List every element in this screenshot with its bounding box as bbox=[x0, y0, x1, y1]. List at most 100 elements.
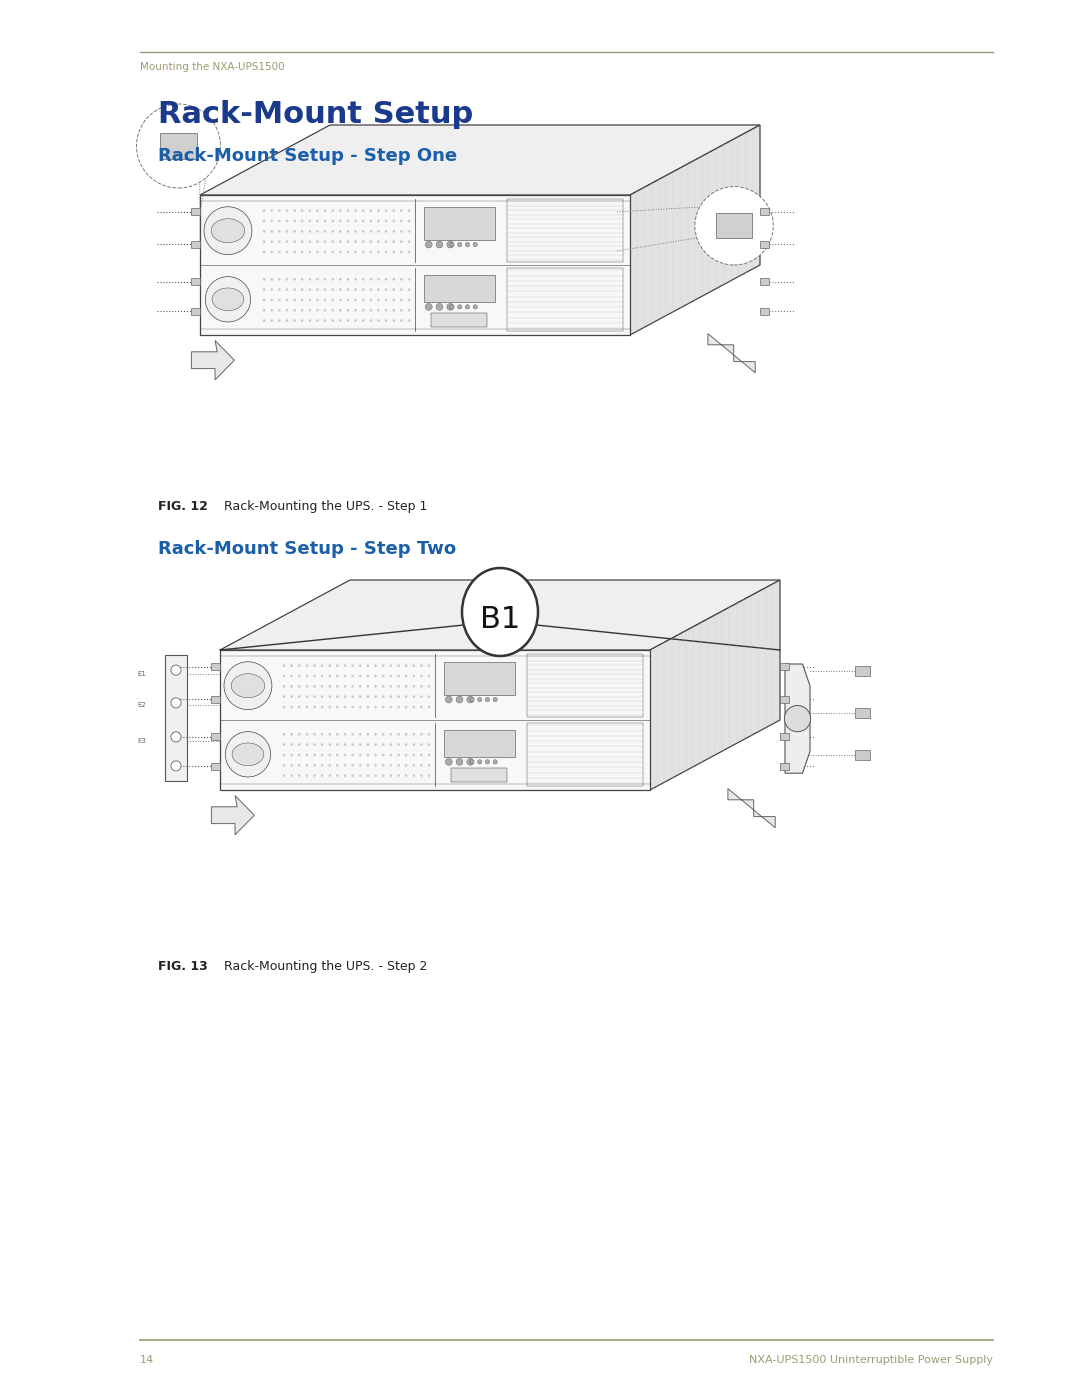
Circle shape bbox=[332, 219, 334, 222]
Circle shape bbox=[293, 309, 296, 312]
Circle shape bbox=[283, 665, 285, 666]
Circle shape bbox=[347, 288, 349, 291]
Circle shape bbox=[347, 231, 349, 233]
Circle shape bbox=[343, 696, 347, 698]
Circle shape bbox=[420, 743, 422, 746]
Circle shape bbox=[359, 665, 362, 666]
Circle shape bbox=[473, 243, 477, 247]
Circle shape bbox=[339, 299, 341, 302]
Polygon shape bbox=[191, 341, 234, 380]
Circle shape bbox=[313, 764, 316, 767]
Circle shape bbox=[369, 219, 373, 222]
Circle shape bbox=[336, 665, 339, 666]
Polygon shape bbox=[200, 124, 760, 196]
Circle shape bbox=[366, 753, 369, 756]
Circle shape bbox=[369, 309, 373, 312]
Circle shape bbox=[390, 665, 392, 666]
Circle shape bbox=[397, 743, 400, 746]
Circle shape bbox=[332, 231, 334, 233]
Circle shape bbox=[428, 705, 431, 708]
Circle shape bbox=[262, 231, 266, 233]
Circle shape bbox=[321, 675, 324, 678]
Circle shape bbox=[382, 774, 384, 777]
Circle shape bbox=[283, 774, 285, 777]
Circle shape bbox=[390, 743, 392, 746]
Circle shape bbox=[420, 705, 422, 708]
Circle shape bbox=[413, 733, 415, 736]
Circle shape bbox=[301, 288, 303, 291]
Polygon shape bbox=[855, 750, 870, 760]
Circle shape bbox=[392, 278, 395, 281]
Circle shape bbox=[336, 733, 339, 736]
Circle shape bbox=[384, 240, 388, 243]
Circle shape bbox=[392, 299, 395, 302]
Circle shape bbox=[316, 219, 319, 222]
Circle shape bbox=[362, 210, 365, 212]
Polygon shape bbox=[760, 208, 769, 215]
Circle shape bbox=[485, 760, 489, 764]
Circle shape bbox=[390, 705, 392, 708]
Circle shape bbox=[262, 278, 266, 281]
Circle shape bbox=[405, 743, 407, 746]
Circle shape bbox=[262, 240, 266, 243]
Circle shape bbox=[301, 231, 303, 233]
Circle shape bbox=[324, 250, 326, 253]
Circle shape bbox=[332, 278, 334, 281]
Circle shape bbox=[278, 299, 281, 302]
Circle shape bbox=[306, 774, 308, 777]
Circle shape bbox=[413, 753, 415, 756]
Circle shape bbox=[397, 764, 400, 767]
Circle shape bbox=[377, 309, 380, 312]
Circle shape bbox=[301, 309, 303, 312]
Circle shape bbox=[375, 753, 377, 756]
Circle shape bbox=[306, 764, 308, 767]
Circle shape bbox=[339, 219, 341, 222]
Circle shape bbox=[306, 685, 308, 687]
Circle shape bbox=[343, 665, 347, 666]
Circle shape bbox=[362, 250, 365, 253]
Circle shape bbox=[397, 705, 400, 708]
Circle shape bbox=[332, 299, 334, 302]
Circle shape bbox=[420, 665, 422, 666]
Circle shape bbox=[369, 288, 373, 291]
Circle shape bbox=[784, 705, 811, 732]
Circle shape bbox=[321, 753, 324, 756]
Circle shape bbox=[413, 764, 415, 767]
Circle shape bbox=[351, 665, 354, 666]
Circle shape bbox=[351, 774, 354, 777]
Circle shape bbox=[313, 753, 316, 756]
Circle shape bbox=[285, 309, 288, 312]
Circle shape bbox=[270, 210, 273, 212]
Circle shape bbox=[375, 743, 377, 746]
Circle shape bbox=[390, 774, 392, 777]
Circle shape bbox=[369, 210, 373, 212]
Circle shape bbox=[343, 705, 347, 708]
Circle shape bbox=[359, 764, 362, 767]
Circle shape bbox=[384, 219, 388, 222]
Circle shape bbox=[359, 743, 362, 746]
Circle shape bbox=[351, 705, 354, 708]
Circle shape bbox=[306, 753, 308, 756]
Circle shape bbox=[428, 743, 431, 746]
Circle shape bbox=[359, 696, 362, 698]
Circle shape bbox=[316, 309, 319, 312]
Circle shape bbox=[321, 685, 324, 687]
Polygon shape bbox=[212, 733, 220, 740]
Circle shape bbox=[301, 210, 303, 212]
Circle shape bbox=[278, 320, 281, 321]
Circle shape bbox=[382, 696, 384, 698]
Circle shape bbox=[339, 309, 341, 312]
Circle shape bbox=[336, 685, 339, 687]
Circle shape bbox=[343, 675, 347, 678]
Circle shape bbox=[375, 696, 377, 698]
Text: Rack-Mount Setup - Step One: Rack-Mount Setup - Step One bbox=[158, 147, 457, 165]
Circle shape bbox=[400, 320, 403, 321]
Polygon shape bbox=[450, 768, 508, 782]
Circle shape bbox=[291, 733, 293, 736]
Circle shape bbox=[400, 250, 403, 253]
Circle shape bbox=[321, 774, 324, 777]
Circle shape bbox=[283, 753, 285, 756]
Circle shape bbox=[336, 774, 339, 777]
Circle shape bbox=[354, 320, 357, 321]
Text: B1: B1 bbox=[480, 605, 521, 634]
